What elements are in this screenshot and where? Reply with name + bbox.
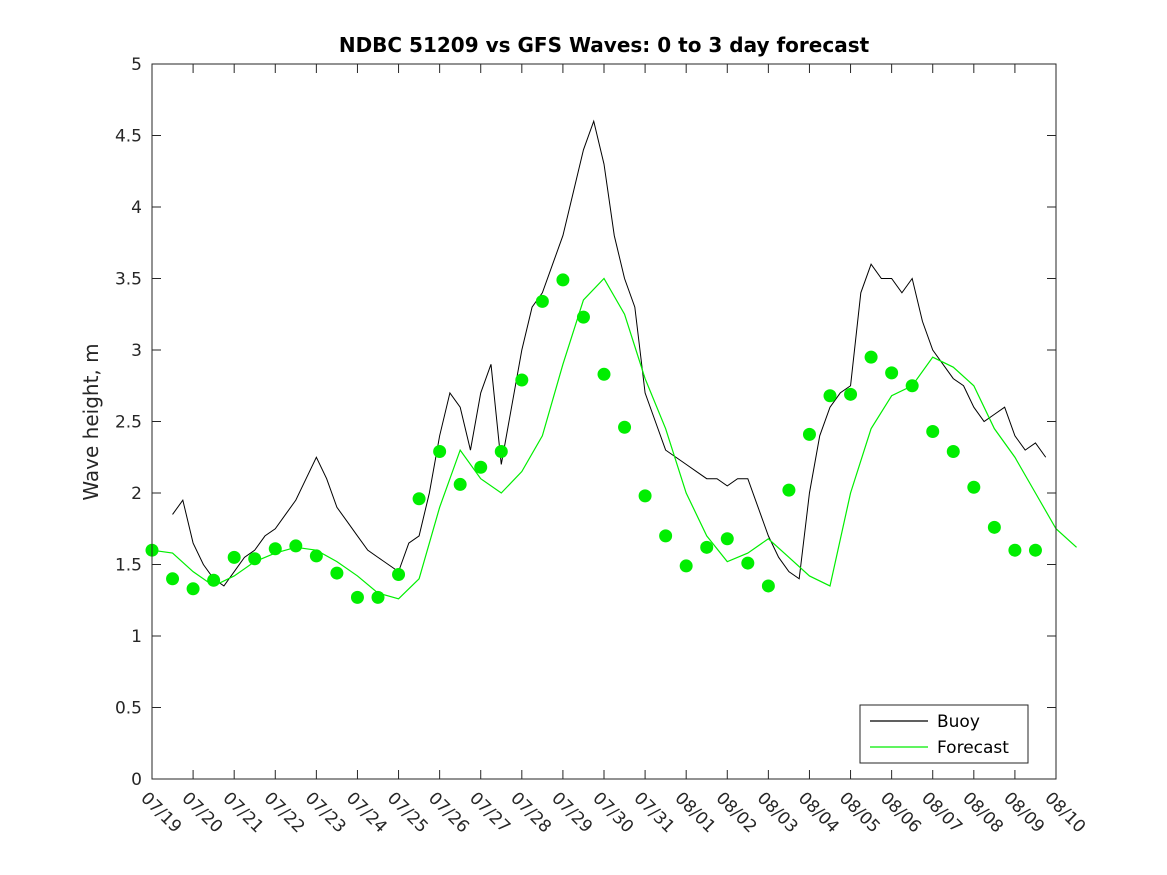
y-tick-label: 1 bbox=[131, 627, 142, 647]
forecast-point bbox=[412, 492, 426, 506]
legend: Buoy Forecast bbox=[859, 704, 1029, 764]
forecast-point bbox=[166, 572, 180, 586]
forecast-point bbox=[392, 568, 406, 582]
forecast-point bbox=[330, 566, 344, 580]
forecast-point bbox=[597, 367, 611, 381]
forecast-point bbox=[453, 477, 467, 491]
forecast-point bbox=[741, 556, 755, 570]
forecast-point bbox=[946, 445, 960, 459]
y-tick-label: 1.5 bbox=[115, 556, 142, 576]
y-tick-label: 5 bbox=[131, 55, 142, 75]
forecast-point bbox=[864, 350, 878, 364]
forecast-point bbox=[576, 310, 590, 324]
forecast-point bbox=[618, 420, 632, 434]
forecast-point bbox=[885, 366, 899, 380]
forecast-point bbox=[967, 480, 981, 494]
forecast-point bbox=[227, 550, 241, 564]
forecast-point bbox=[1028, 543, 1042, 557]
y-axis-label: Wave height, m bbox=[79, 343, 103, 500]
forecast-point bbox=[700, 540, 714, 554]
forecast-point bbox=[433, 445, 447, 459]
forecast-point bbox=[802, 427, 816, 441]
forecast-point bbox=[186, 582, 200, 596]
forecast-point bbox=[350, 590, 364, 604]
y-tick-label: 3.5 bbox=[115, 270, 142, 290]
forecast-point bbox=[761, 579, 775, 593]
forecast-point bbox=[638, 489, 652, 503]
legend-label: Buoy bbox=[937, 712, 980, 732]
forecast-point bbox=[268, 542, 282, 556]
legend-box bbox=[859, 704, 1029, 764]
forecast-line bbox=[151, 277, 1077, 600]
forecast-point bbox=[679, 559, 693, 573]
forecast-point bbox=[515, 373, 529, 387]
forecast-point bbox=[823, 389, 837, 403]
forecast-point bbox=[844, 387, 858, 401]
forecast-point bbox=[494, 445, 508, 459]
forecast-point bbox=[371, 590, 385, 604]
forecast-point bbox=[289, 539, 303, 553]
forecast-point bbox=[556, 273, 570, 287]
y-tick-label: 4 bbox=[131, 198, 142, 218]
y-tick-label: 3 bbox=[131, 341, 142, 361]
y-tick-label: 4.5 bbox=[115, 127, 142, 147]
forecast-point bbox=[926, 425, 940, 439]
y-tick-label: 0 bbox=[131, 770, 142, 790]
forecast-point bbox=[987, 520, 1001, 534]
forecast-point bbox=[659, 529, 673, 543]
y-tick-label: 2 bbox=[131, 484, 142, 504]
y-tick-label: 0.5 bbox=[115, 699, 142, 719]
forecast-point bbox=[782, 483, 796, 497]
forecast-point bbox=[248, 552, 262, 566]
legend-label: Forecast bbox=[937, 738, 1009, 758]
forecast-point bbox=[905, 379, 919, 393]
forecast-point bbox=[474, 460, 488, 474]
forecast-point bbox=[535, 294, 549, 308]
buoy-line bbox=[172, 119, 1047, 587]
forecast-point bbox=[207, 573, 221, 587]
forecast-point bbox=[309, 549, 323, 563]
forecast-point bbox=[1008, 543, 1022, 557]
chart-title: NDBC 51209 vs GFS Waves: 0 to 3 day fore… bbox=[339, 33, 870, 57]
y-tick-label: 2.5 bbox=[115, 413, 142, 433]
forecast-point bbox=[720, 532, 734, 546]
